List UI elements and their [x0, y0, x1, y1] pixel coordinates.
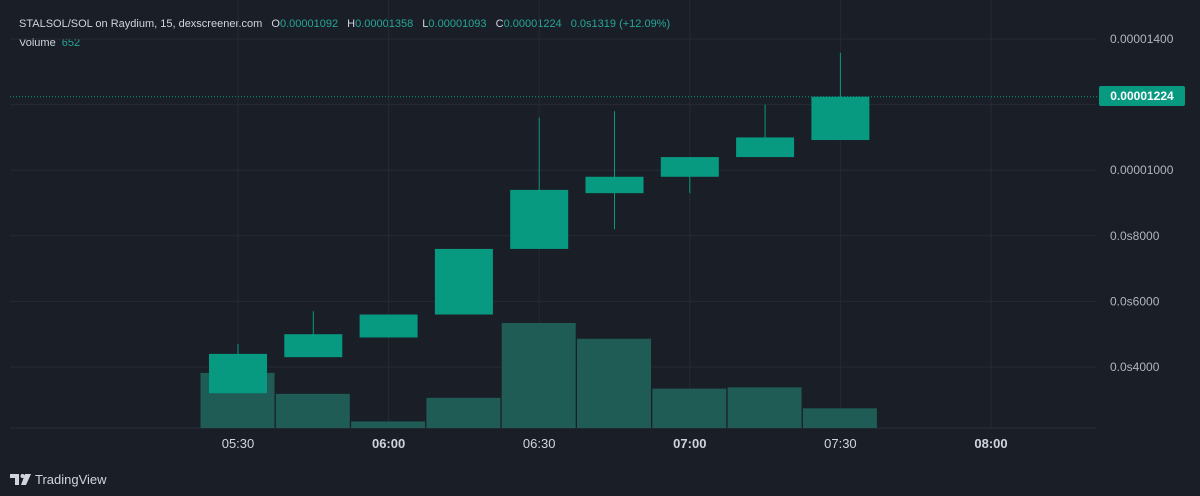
y-tick-label: 0.0s4000: [1110, 360, 1160, 374]
volume-label: Volume: [19, 37, 56, 49]
low-label: L: [422, 18, 429, 30]
tradingview-logo-icon: [10, 474, 31, 485]
volume-value: 652: [61, 37, 81, 49]
candle-body: [811, 96, 870, 141]
x-tick-label: 07:00: [673, 436, 706, 451]
high-value: 0.00001358: [355, 18, 414, 30]
y-tick-label: 0.00001000: [1110, 163, 1174, 177]
volume-bar: [802, 408, 877, 428]
x-tick-label: 07:30: [824, 436, 857, 451]
y-tick-label: 0.00001400: [1110, 32, 1174, 46]
close-value: 0.00001224: [503, 18, 562, 30]
tradingview-brand: TradingView: [35, 471, 107, 487]
x-tick-label: 05:30: [222, 436, 255, 451]
x-tick-label: 08:00: [974, 436, 1007, 451]
candle-body: [736, 137, 795, 158]
volume-bar: [652, 388, 727, 428]
y-tick-label: 0.0s8000: [1110, 229, 1160, 243]
candle-body: [585, 176, 644, 194]
tradingview-attribution[interactable]: TradingView: [10, 469, 107, 489]
low-value: 0.00001093: [428, 18, 487, 30]
ohlc-header: STALSOL/SOL on Raydium, 15, dexscreener.…: [19, 17, 670, 31]
volume-bar: [501, 323, 576, 428]
price-change: 0.0s1319 (+12.09%): [570, 18, 671, 30]
pair-title: STALSOL/SOL on Raydium, 15, dexscreener.…: [19, 18, 263, 30]
volume-bar: [577, 338, 651, 428]
volume-bar: [351, 421, 426, 428]
candle-body: [359, 314, 418, 338]
candle-body: [284, 334, 343, 358]
candle-body: [660, 157, 719, 177]
high-label: H: [347, 18, 356, 30]
candle-body: [434, 248, 493, 315]
volume-bar: [727, 387, 802, 428]
close-label: C: [495, 18, 504, 30]
y-tick-label: 0.0s6000: [1110, 294, 1160, 308]
open-label: O: [271, 18, 280, 30]
x-tick-label: 06:00: [372, 436, 405, 451]
volume-bar: [275, 393, 350, 428]
volume-legend: Volume 652: [19, 37, 80, 49]
open-value: 0.00001092: [279, 18, 339, 30]
last-price-tag: 0.00001224: [1099, 86, 1185, 106]
volume-bar: [426, 397, 501, 428]
candle-body: [209, 353, 267, 394]
x-tick-label: 06:30: [523, 436, 556, 451]
candle-body: [510, 189, 569, 249]
